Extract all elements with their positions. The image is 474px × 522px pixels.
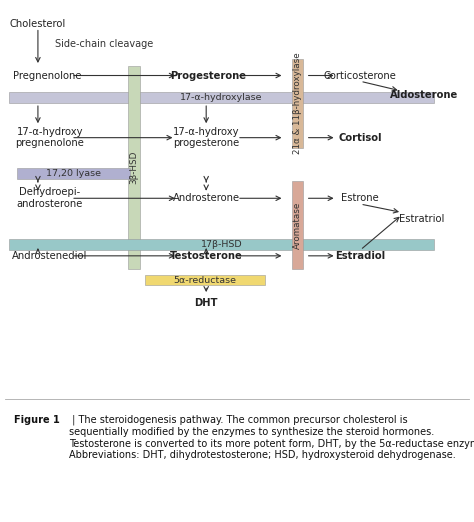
Text: 3β-HSD: 3β-HSD [129, 151, 138, 184]
Text: Side-chain cleavage: Side-chain cleavage [55, 39, 153, 49]
Text: Androsterone: Androsterone [173, 193, 240, 203]
Text: Estratriol: Estratriol [399, 213, 445, 223]
Text: Progesterone: Progesterone [171, 70, 246, 80]
Text: Dehydroepi-
androsterone: Dehydroepi- androsterone [17, 187, 83, 209]
Text: DHT: DHT [194, 298, 218, 307]
Bar [292, 181, 303, 269]
Text: Androstenediol: Androstenediol [12, 251, 88, 261]
Bar [128, 66, 140, 269]
Text: 17-α-hydroxylase: 17-α-hydroxylase [180, 93, 263, 102]
Text: 17β-HSD: 17β-HSD [201, 240, 242, 249]
Bar [9, 239, 434, 250]
Text: 17,20 lyase: 17,20 lyase [46, 169, 101, 178]
Text: Aromatase: Aromatase [293, 201, 302, 249]
Text: Cortisol: Cortisol [338, 133, 382, 143]
Bar [17, 169, 130, 179]
Text: | The steroidogenesis pathway. The common precursor cholesterol is
sequentially : | The steroidogenesis pathway. The commo… [69, 415, 474, 460]
Text: 21α & 11β-hydroxylase: 21α & 11β-hydroxylase [293, 53, 302, 155]
Text: Figure 1: Figure 1 [14, 415, 60, 425]
Text: 5α-reductase: 5α-reductase [173, 276, 237, 284]
Text: 17-α-hydroxy
progesterone: 17-α-hydroxy progesterone [173, 127, 239, 148]
Bar [292, 60, 303, 148]
Text: Estrone: Estrone [341, 193, 379, 203]
Text: 17-α-hydroxy
pregnenolone: 17-α-hydroxy pregnenolone [15, 127, 84, 148]
Text: Corticosterone: Corticosterone [324, 70, 397, 80]
Text: Cholesterol: Cholesterol [10, 19, 66, 29]
Text: Testosterone: Testosterone [170, 251, 243, 261]
Bar [145, 275, 265, 286]
Bar [9, 92, 434, 103]
Text: Estradiol: Estradiol [335, 251, 385, 261]
Text: Aldosterone: Aldosterone [390, 90, 458, 100]
Text: Pregnenolone: Pregnenolone [13, 70, 82, 80]
